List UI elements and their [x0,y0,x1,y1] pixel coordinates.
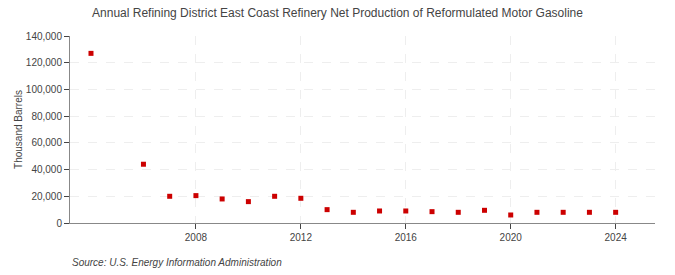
svg-text:80,000: 80,000 [31,111,62,122]
svg-text:60,000: 60,000 [31,137,62,148]
svg-text:Annual Refining District East: Annual Refining District East Coast Refi… [92,6,583,20]
svg-text:Thousand Barrels: Thousand Barrels [13,90,24,169]
svg-text:100,000: 100,000 [26,84,63,95]
svg-text:2008: 2008 [185,232,208,243]
svg-text:2012: 2012 [290,232,313,243]
svg-text:0: 0 [56,218,62,229]
svg-text:2020: 2020 [500,232,523,243]
svg-text:2024: 2024 [605,232,628,243]
svg-text:20,000: 20,000 [31,191,62,202]
svg-text:2016: 2016 [395,232,418,243]
svg-text:120,000: 120,000 [26,57,63,68]
svg-text:Source: U.S. Energy Informatio: Source: U.S. Energy Information Administ… [72,257,282,268]
svg-text:140,000: 140,000 [26,31,63,42]
svg-text:40,000: 40,000 [31,164,62,175]
